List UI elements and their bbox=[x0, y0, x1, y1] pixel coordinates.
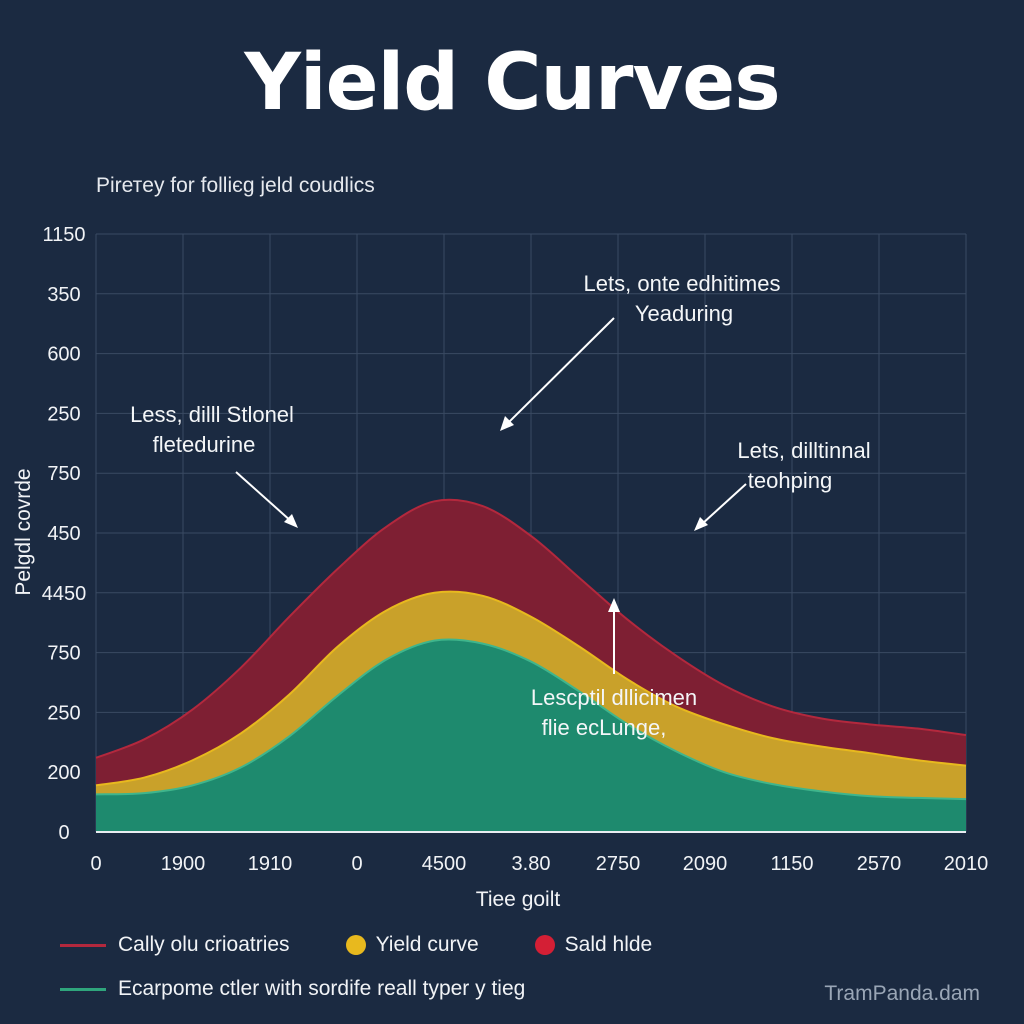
area-line-series-2 bbox=[95, 638, 967, 801]
annotation-top: Lets, onte edhitimes Yeaduring bbox=[500, 271, 780, 431]
annotation-top-arrowhead bbox=[500, 416, 514, 431]
annotation-bottom-line1: Lescptil dllicimen bbox=[531, 685, 697, 710]
annotation-right-line1: Lets, dilltinnal bbox=[737, 438, 870, 463]
annotation-right-arrow bbox=[701, 483, 747, 525]
area-line-series-0 bbox=[95, 498, 967, 759]
legend-label: Yield curve bbox=[375, 933, 479, 956]
y-tick-label: 0 bbox=[58, 822, 69, 844]
chart-legend: Cally olu crioatries Yield curve Sald hl… bbox=[60, 928, 960, 1006]
annotation-left: Less, dilll Stlonel fletedurine bbox=[130, 402, 298, 528]
annotation-right-line2: teohping bbox=[748, 468, 832, 493]
x-tick-label: 2010 bbox=[944, 853, 989, 875]
area-line-series-1 bbox=[95, 590, 967, 787]
annotation-right-arrowhead bbox=[694, 517, 708, 531]
annotation-left-line2: fletedurine bbox=[153, 432, 256, 457]
x-tick-label: 1150 bbox=[770, 853, 813, 875]
y-tick-label: 1150 bbox=[42, 224, 85, 246]
annotation-left-line1: Less, dilll Stlonel bbox=[130, 402, 294, 427]
x-axis-ticks: 0 1900 1910 0 4500 3.80 2750 2090 1150 2570 2010 bbox=[90, 853, 988, 875]
y-tick-label: 750 bbox=[47, 643, 80, 665]
annotation-top-line1: Lets, onte edhitimes bbox=[584, 271, 781, 296]
x-axis-label: Tiee goilt bbox=[476, 888, 561, 911]
y-tick-label: 200 bbox=[47, 762, 80, 784]
y-tick-label: 350 bbox=[47, 284, 80, 306]
x-tick-label: 2570 bbox=[857, 853, 902, 875]
legend-row-2: Ecarpome ctler with sordife reall typer … bbox=[60, 972, 960, 1006]
chart-title: Yield Curves bbox=[244, 38, 780, 128]
y-tick-label: 750 bbox=[47, 463, 80, 485]
annotation-bottom: Lescptil dllicimen flie ecLunge, bbox=[531, 598, 697, 740]
x-tick-label: 1910 bbox=[248, 853, 293, 875]
y-tick-label: 450 bbox=[47, 523, 80, 545]
x-tick-label: 4500 bbox=[422, 853, 467, 875]
x-tick-label: 2090 bbox=[683, 853, 728, 875]
legend-line-swatch bbox=[60, 987, 106, 991]
annotation-top-arrow bbox=[506, 317, 615, 425]
y-tick-label: 250 bbox=[47, 403, 80, 425]
y-tick-label: 4450 bbox=[42, 583, 87, 605]
annotation-top-line2: Yeaduring bbox=[635, 301, 733, 326]
annotation-bottom-arrowhead bbox=[608, 598, 620, 612]
y-axis-label: Pelgdl covrde bbox=[12, 468, 35, 595]
annotation-left-arrowhead bbox=[284, 514, 298, 528]
area-fill-series-2 bbox=[96, 639, 966, 832]
y-tick-label: 600 bbox=[47, 344, 80, 366]
x-tick-label: 1900 bbox=[161, 853, 206, 875]
area-series bbox=[95, 498, 967, 832]
legend-item-ecarpome: Ecarpome ctler with sordife reall typer … bbox=[60, 977, 525, 1001]
annotation-left-arrow bbox=[235, 471, 293, 523]
legend-label: Sald hlde bbox=[564, 933, 653, 956]
legend-item-sald: Sald hlde bbox=[534, 933, 653, 957]
legend-row-1: Cally olu crioatries Yield curve Sald hl… bbox=[60, 928, 960, 962]
y-tick-label: 250 bbox=[47, 702, 80, 724]
legend-item-yield-curve: Yield curve bbox=[345, 933, 479, 957]
x-tick-label: 3.80 bbox=[512, 853, 551, 875]
legend-item-cally: Cally olu crioatries bbox=[60, 933, 290, 957]
legend-dot-swatch bbox=[534, 935, 555, 955]
legend-line-swatch bbox=[60, 943, 106, 947]
chart-subtitle: Pirетey for folliєg jeld coudlics bbox=[96, 174, 375, 197]
y-axis-ticks: 1150 350 600 250 750 450 4450 750 250 200 0 bbox=[42, 224, 87, 844]
annotation-bottom-line2: flie ecLunge, bbox=[542, 715, 667, 740]
legend-dot-swatch bbox=[345, 935, 366, 955]
x-tick-label: 0 bbox=[90, 853, 101, 875]
x-tick-label: 2750 bbox=[596, 853, 641, 875]
legend-label: Ecarpome ctler with sordife reall typer … bbox=[118, 977, 526, 1000]
watermark: TramPanda.dam bbox=[824, 982, 980, 1005]
annotation-right: Lets, dilltinnal teohping bbox=[694, 438, 871, 531]
legend-label: Cally olu crioatries bbox=[118, 933, 290, 956]
x-tick-label: 0 bbox=[351, 853, 362, 875]
